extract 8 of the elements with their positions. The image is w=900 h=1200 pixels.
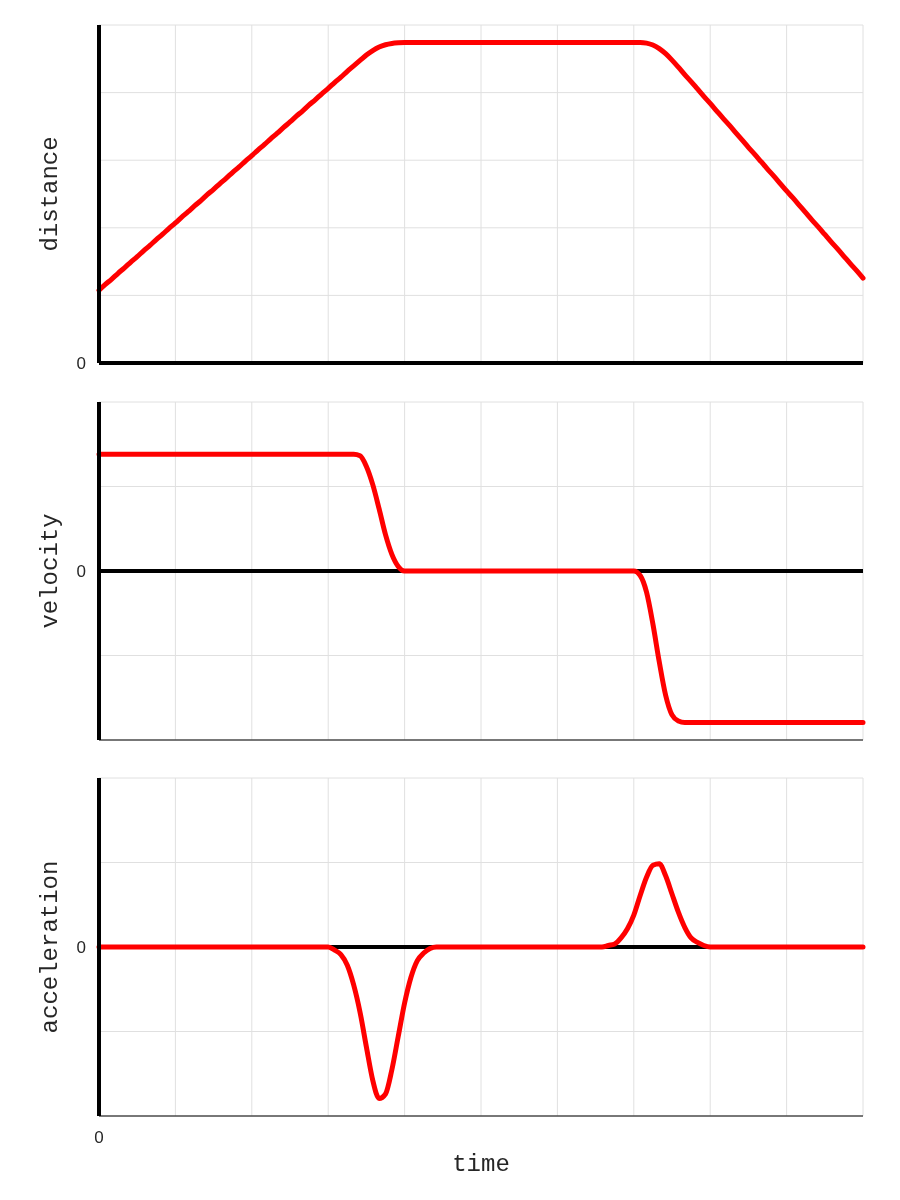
text: 0 xyxy=(94,1127,104,1147)
y-axis-title: distance xyxy=(37,136,64,252)
ref-line-label: 0 xyxy=(76,354,86,374)
ref-line-label: 0 xyxy=(76,938,86,958)
y-axis-title: acceleration xyxy=(37,860,64,1034)
x-axis-title: time xyxy=(452,1151,510,1178)
y-axis-title: velocity xyxy=(37,513,64,629)
ref-line-label: 0 xyxy=(76,562,86,582)
